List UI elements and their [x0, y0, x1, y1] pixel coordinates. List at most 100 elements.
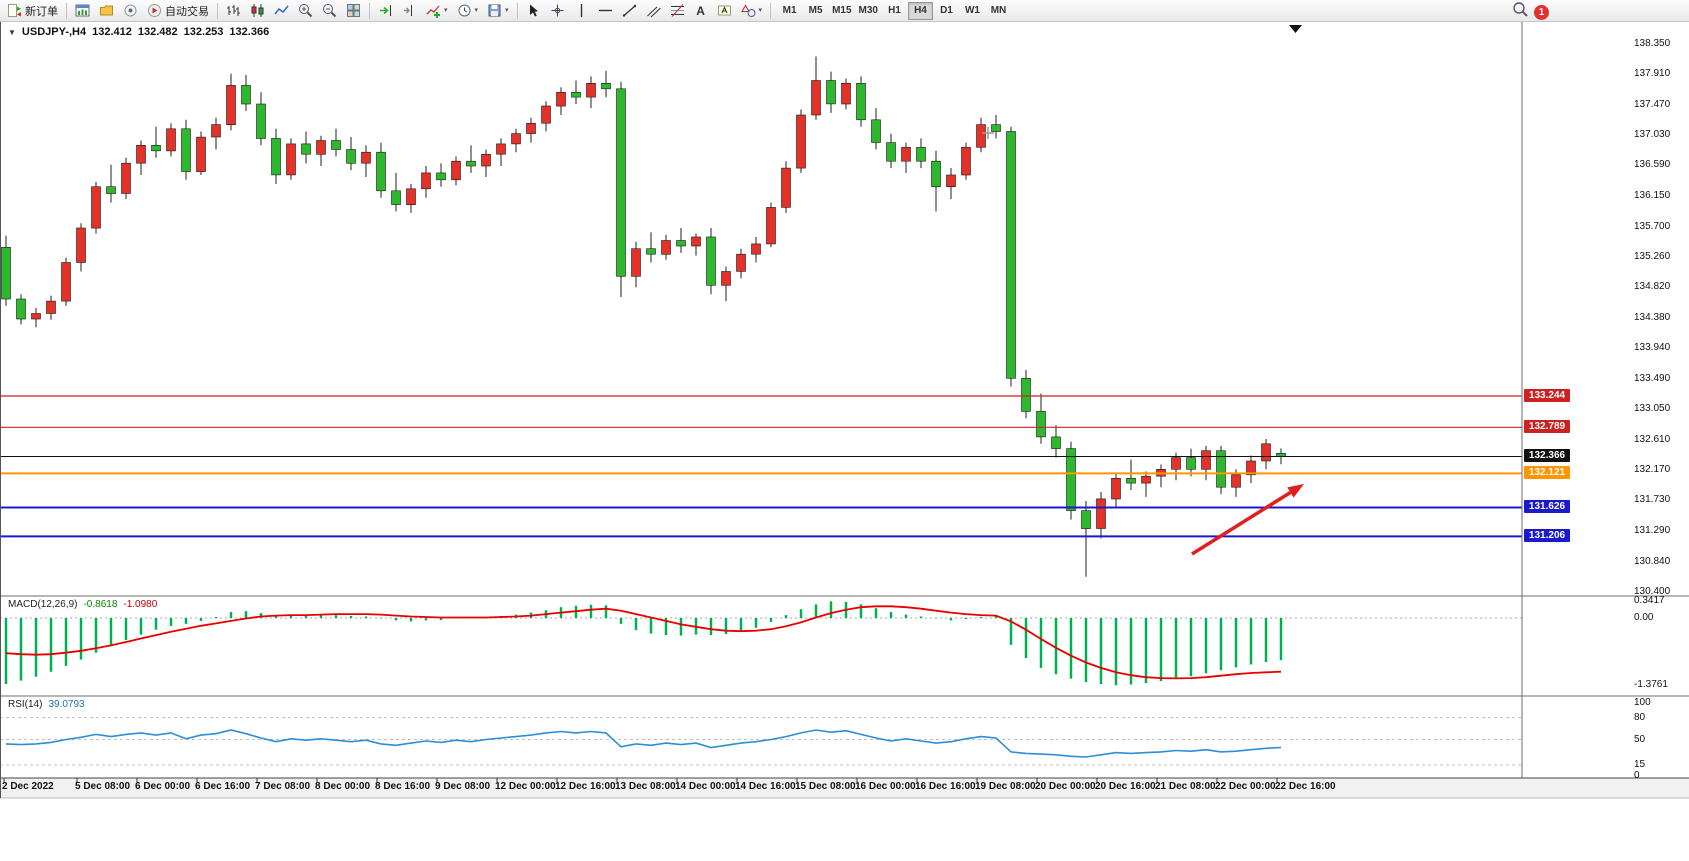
templates-button[interactable]: ▾: [483, 1, 513, 21]
zoom-out-icon: [322, 3, 337, 18]
macd-signal-line: [5, 605, 1282, 680]
candle-body: [16, 298, 26, 320]
folder-icon: [99, 3, 114, 18]
candle-body: [841, 83, 851, 105]
candle-body: [631, 248, 641, 277]
candle-body: [661, 240, 671, 255]
timeframe-button-d1[interactable]: D1: [934, 2, 959, 20]
candle-body: [1066, 448, 1076, 511]
timeframe-button-m15[interactable]: M15: [829, 2, 854, 20]
chart-window-icon: [75, 3, 90, 18]
trendline-button[interactable]: [618, 1, 641, 21]
candle-body: [1186, 457, 1196, 470]
candlestick-chart-button[interactable]: [246, 1, 269, 21]
charts-button[interactable]: [71, 1, 94, 21]
candle-body: [691, 236, 701, 247]
indicators-icon: [426, 3, 441, 18]
candle-body: [376, 151, 386, 192]
vertical-line-button[interactable]: [570, 1, 593, 21]
zoom-out-button[interactable]: [318, 1, 341, 21]
candle-body: [826, 80, 836, 105]
text-button[interactable]: A: [690, 1, 712, 21]
candle-body: [166, 128, 176, 152]
indicators-button[interactable]: ▾: [422, 1, 452, 21]
candle-body: [961, 147, 971, 176]
vertical-line-icon: [574, 3, 589, 18]
timeframe-button-h1[interactable]: H1: [882, 2, 907, 20]
candle-body: [106, 186, 116, 194]
timeframe-button-mn[interactable]: MN: [986, 2, 1011, 20]
candle-body: [706, 236, 716, 286]
timeframe-button-m5[interactable]: M5: [803, 2, 828, 20]
channel-button[interactable]: [642, 1, 665, 21]
shapes-icon: [740, 3, 756, 18]
zoom-in-button[interactable]: [294, 1, 317, 21]
clock-icon: [457, 3, 472, 18]
candle-body: [1216, 450, 1226, 488]
bar-chart-button[interactable]: [222, 1, 245, 21]
candle-body: [856, 83, 866, 121]
candle-body: [406, 188, 416, 206]
timeframe-button-w1[interactable]: W1: [960, 2, 985, 20]
auto-scroll-button[interactable]: [374, 1, 397, 21]
timeframe-button-m1[interactable]: M1: [777, 2, 802, 20]
candle-body: [466, 160, 476, 167]
candle-body: [1111, 477, 1121, 500]
chevron-down-icon: ▾: [505, 7, 509, 14]
candle-body: [286, 143, 296, 176]
candle-body: [1231, 474, 1241, 488]
line-chart-button[interactable]: [270, 1, 293, 21]
navigator-button[interactable]: [119, 1, 142, 21]
trend-arrow-line: [1191, 491, 1292, 556]
tile-windows-button[interactable]: [342, 1, 365, 21]
chevron-down-icon: ▾: [474, 7, 479, 14]
crosshair-icon: [550, 3, 565, 18]
toolbar-right-group: 1: [1512, 1, 1549, 23]
periods-button[interactable]: ▾: [453, 1, 483, 21]
candle-body: [301, 143, 311, 155]
candle-body: [481, 154, 491, 167]
candle-body: [226, 85, 236, 126]
candle-body: [451, 160, 461, 181]
chevron-down-icon: ▾: [758, 7, 763, 14]
notification-badge[interactable]: 1: [1534, 4, 1549, 20]
timeframe-toolbar: M1 M5 M15 M30 H1 H4 D1 W1 MN: [777, 1, 1011, 20]
candle-body: [1141, 475, 1151, 484]
candle-body: [511, 133, 521, 145]
text-label-button[interactable]: [713, 1, 736, 21]
candle-body: [136, 145, 146, 164]
search-icon[interactable]: [1512, 1, 1529, 23]
candle-body: [991, 124, 1001, 132]
candle-body: [781, 167, 791, 208]
candlestick-icon: [250, 3, 265, 18]
rsi-line: [5, 729, 1282, 758]
timeframe-button-h4[interactable]: H4: [907, 1, 933, 20]
candle-body: [1096, 498, 1106, 529]
horizontal-line-button[interactable]: [594, 1, 617, 21]
toolbar: 新订单 自动交易 ▾ ▾ ▾ A ▾ M1 M5 M15 M30 H1 H4 D1 W1 MN …: [0, 0, 1689, 22]
new-order-button[interactable]: 新订单: [3, 1, 62, 21]
fibonacci-button[interactable]: [666, 1, 689, 21]
candle-body: [121, 162, 131, 194]
candle-body: [271, 138, 281, 176]
scroll-to-end-marker: [1289, 25, 1302, 33]
timeframe-button-m30[interactable]: M30: [856, 2, 881, 20]
candle-body: [1126, 477, 1136, 484]
chart-left-border: [0, 22, 1, 798]
crosshair-button[interactable]: [546, 1, 569, 21]
new-order-icon: [7, 3, 22, 18]
toolbar-separator: [369, 2, 370, 19]
candle-body: [526, 123, 536, 134]
chart-shift-button[interactable]: [398, 1, 421, 21]
candle-body: [391, 190, 401, 205]
autotrading-button[interactable]: 自动交易: [143, 1, 213, 21]
arrows-shapes-button[interactable]: ▾: [737, 1, 767, 21]
zoom-in-icon: [298, 3, 313, 18]
profiles-button[interactable]: [95, 1, 118, 21]
cursor-button[interactable]: [522, 1, 545, 21]
candle-body: [1246, 460, 1256, 476]
candle-body: [931, 160, 941, 187]
candle-body: [496, 143, 506, 155]
